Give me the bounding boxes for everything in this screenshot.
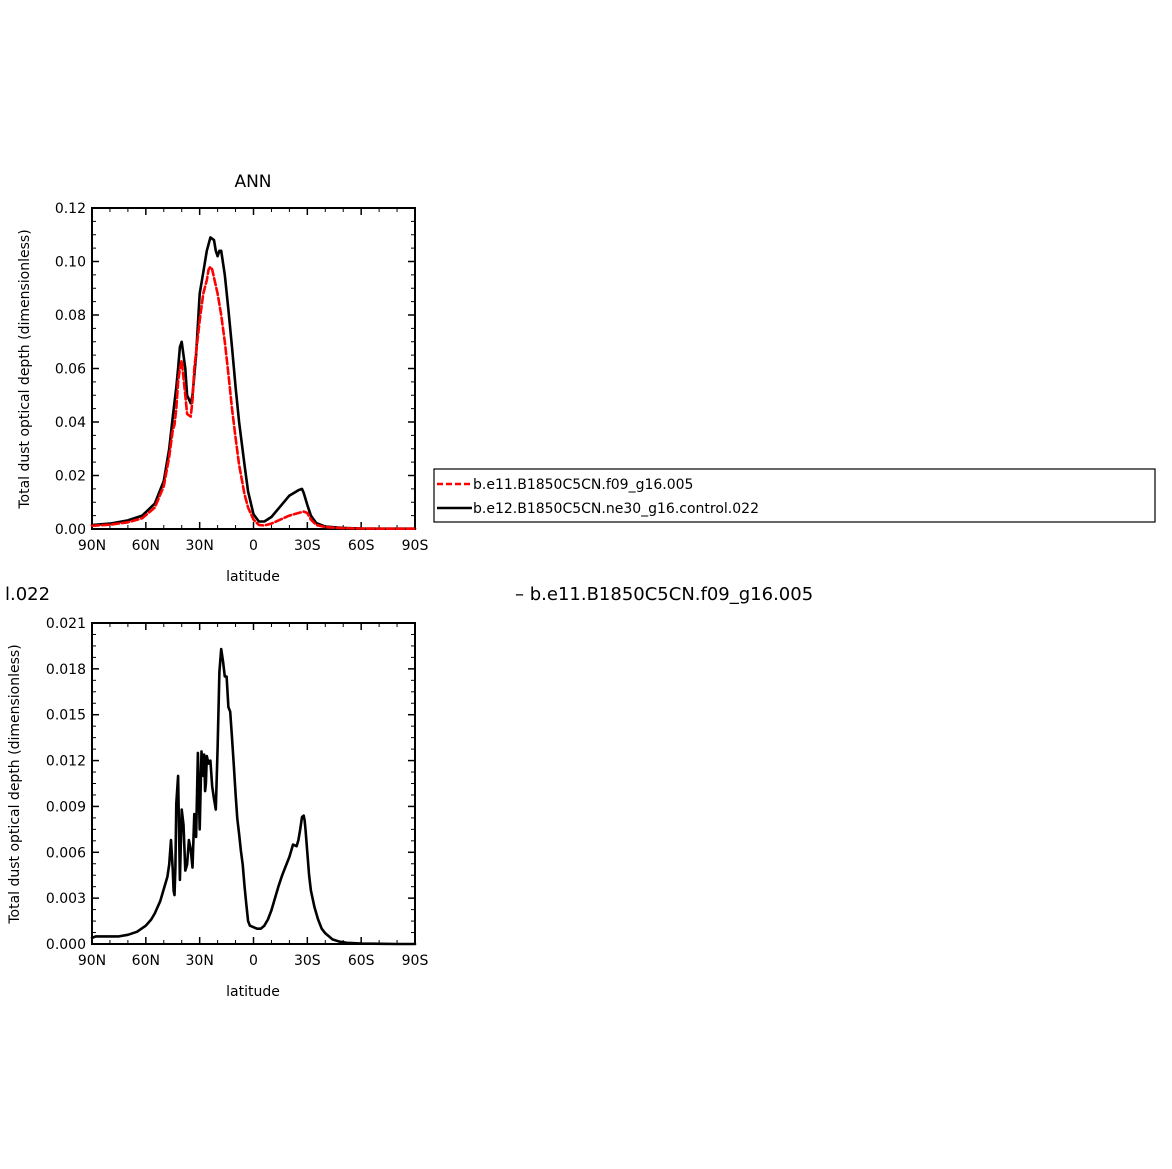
bottom-panel-frame <box>91 622 416 945</box>
bottom-panel-y-axis-label: Total dust optical depth (dimensionless) <box>7 644 23 924</box>
bottom-panel-y-tick-label: 0.006 <box>46 845 86 861</box>
bottom-panel-y-tick-label: 0.003 <box>46 891 86 907</box>
bottom-panel-x-axis-label: latitude <box>226 984 280 1000</box>
bottom-panel-x-tick-label: 0 <box>249 953 258 969</box>
top-panel-y-tick-label: 0.02 <box>55 469 86 485</box>
top-panel-x-tick-label: 30N <box>186 538 214 554</box>
legend-box <box>433 468 1156 523</box>
bottom-panel-y-tick-label: 0.015 <box>46 708 86 724</box>
bottom-panel: 0.000 0.003 0.006 0.009 0.012 0.015 0.018 0.021… <box>7 616 428 1000</box>
top-panel-y-tick-label: 0.08 <box>55 308 86 324</box>
top-panel-y-tick-label: 0.06 <box>55 362 86 378</box>
top-panel-y-tick-label: 0.00 <box>55 522 86 538</box>
top-panel-plot-area: 0.00 0.02 0.04 0.06 0.08 0.10 0.12 90N 60N 30N 0 30… <box>55 201 429 554</box>
top-panel-series-line-black-solid <box>90 236 417 531</box>
bottom-panel-x-tick-label: 30N <box>186 953 214 969</box>
bottom-panel-y-tick-label: 0.009 <box>46 799 86 815</box>
top-panel-frame <box>91 207 416 530</box>
bottom-panel-y-tick-label: 0.018 <box>46 662 86 678</box>
top-panel-x-tick-label: 60S <box>348 538 375 554</box>
bottom-panel-x-tick-label: 90S <box>402 953 429 969</box>
bottom-panel-y-tick-label: 0.012 <box>46 754 86 770</box>
bottom-panel-series-line-black-solid <box>90 647 417 946</box>
top-panel-x-tick-label: 90N <box>78 538 106 554</box>
legend-entry-1-label: b.e11.B1850C5CN.f09_g16.005 <box>473 477 693 493</box>
legend-entry-2-label: b.e12.B1850C5CN.ne30_g16.control.022 <box>473 501 759 517</box>
legend: b.e11.B1850C5CN.f09_g16.005 b.e12.B1850C… <box>433 468 1156 523</box>
top-panel-x-tick-label: 90S <box>402 538 429 554</box>
bottom-panel-x-tick-label: 90N <box>78 953 106 969</box>
top-panel-series-line-red-dashed <box>90 265 417 531</box>
bottom-panel-x-tick-label: 60S <box>348 953 375 969</box>
top-panel: ANN 0.00 0.02 0.04 0.06 0.08 0.10 0.12 90N 60N 30… <box>17 172 428 585</box>
top-panel-y-tick-label: 0.12 <box>55 201 86 217</box>
top-panel-y-tick-label: 0.04 <box>55 415 86 431</box>
top-panel-x-tick-label: 60N <box>132 538 160 554</box>
top-panel-title: ANN <box>234 172 271 192</box>
bottom-panel-x-tick-label: 30S <box>294 953 321 969</box>
top-panel-y-tick-label: 0.10 <box>55 255 86 271</box>
clipped-left-fragment: l.022 <box>5 584 50 605</box>
top-panel-x-axis-label: latitude <box>226 569 280 585</box>
bottom-panel-y-tick-label: 0.000 <box>46 937 86 953</box>
top-panel-x-tick-label: 0 <box>249 538 258 554</box>
top-panel-y-axis-label: Total dust optical depth (dimensionless) <box>17 229 33 509</box>
top-panel-x-tick-label: 30S <box>294 538 321 554</box>
bottom-panel-y-tick-label: 0.021 <box>46 616 86 632</box>
bottom-panel-plot-area: 0.000 0.003 0.006 0.009 0.012 0.015 0.018 0.021… <box>46 616 429 969</box>
clipped-right-fragment: – b.e11.B1850C5CN.f09_g16.005 <box>515 584 813 605</box>
bottom-panel-x-tick-label: 60N <box>132 953 160 969</box>
